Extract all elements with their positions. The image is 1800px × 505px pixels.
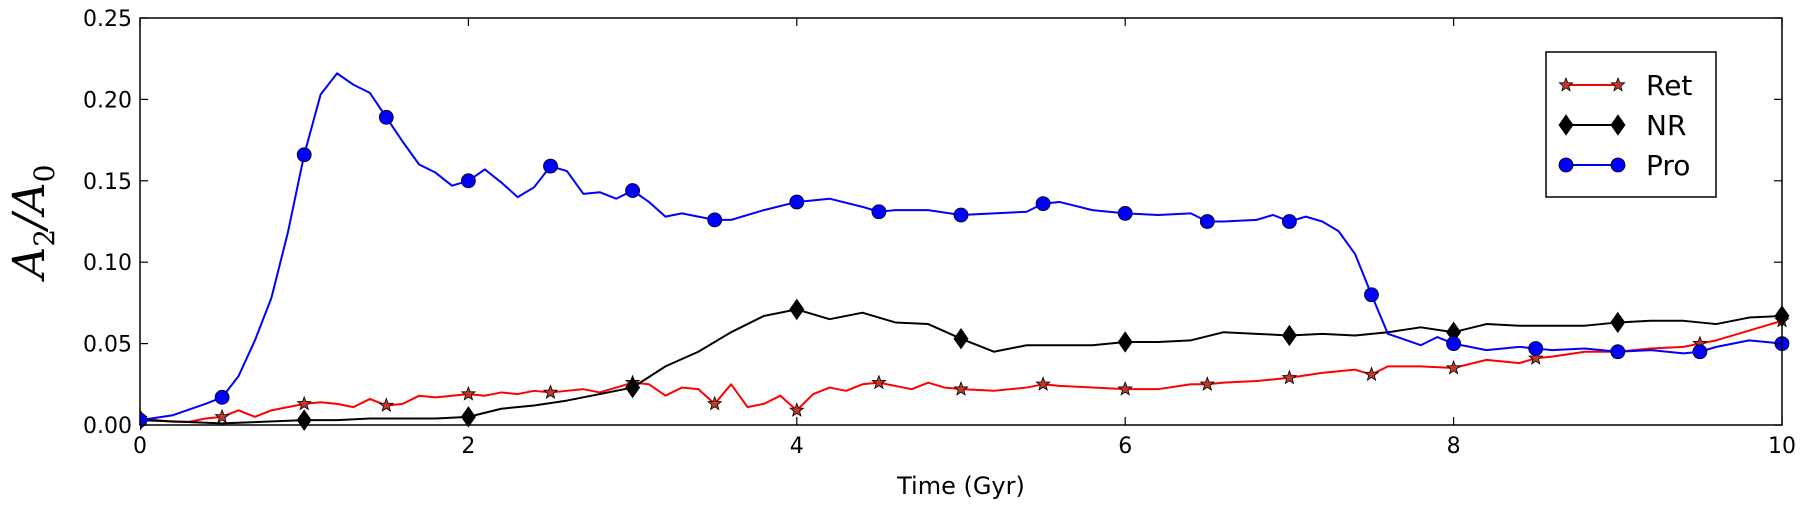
x-tick-label: 8 — [1447, 434, 1461, 459]
data-point-ret — [1445, 359, 1462, 375]
plot-frame — [139, 17, 1783, 426]
legend-marker — [1610, 114, 1626, 136]
data-point-ret — [1363, 366, 1380, 382]
y-tick-label: 0.25 — [83, 7, 132, 32]
data-point-pro — [1364, 287, 1379, 303]
data-point-ret — [1527, 350, 1544, 365]
legend: Ret NR Pro — [1545, 51, 1717, 198]
data-point-ret — [1035, 376, 1051, 391]
x-tick-label: 0 — [133, 434, 147, 459]
data-point-nr — [1610, 311, 1626, 334]
series-pro — [140, 72, 1790, 428]
legend-marker — [1558, 114, 1574, 136]
y-tick-label: 0.00 — [83, 414, 132, 439]
data-point-ret — [953, 381, 969, 396]
y-label-sub-numerator: 2 — [28, 229, 61, 247]
x-tick-label: 2 — [461, 434, 475, 459]
legend-entry-pro: Pro — [1558, 149, 1690, 182]
data-point-pro — [707, 212, 723, 228]
legend-marker — [1610, 76, 1626, 92]
y-axis-label: A2/A0 — [4, 164, 61, 282]
data-point-ret — [378, 397, 395, 413]
data-point-ret — [214, 408, 230, 424]
data-point-nr — [296, 409, 312, 431]
data-point-ret — [789, 402, 805, 417]
series-line-nr — [140, 308, 1783, 425]
data-point-pro — [1446, 336, 1461, 352]
data-point-pro — [378, 109, 394, 125]
y-label-sub-denominator: 0 — [28, 164, 61, 182]
data-point-ret — [296, 395, 312, 411]
data-point-nr — [460, 406, 476, 428]
y-label-main: A — [4, 247, 55, 283]
x-tick-label: 6 — [1118, 434, 1132, 459]
y-tick-label: 0.15 — [83, 170, 132, 195]
legend-marker — [1558, 157, 1574, 173]
series-ret — [140, 312, 1790, 426]
data-point-pro — [1035, 196, 1051, 211]
data-point-pro — [460, 173, 476, 189]
data-point-ret — [542, 384, 559, 400]
axes: 0 2 4 6 8 10 0.00 0.05 0.10 0.15 0.20 0.25 — [83, 7, 1796, 459]
data-point-pro — [1528, 341, 1544, 356]
y-label-separator: /A — [4, 182, 55, 233]
legend-label: Ret — [1646, 69, 1692, 102]
data-point-pro — [1117, 205, 1133, 221]
legend-marker — [1610, 157, 1626, 173]
series-line-pro — [140, 72, 1783, 422]
data-point-pro — [953, 207, 969, 223]
data-point-pro — [543, 158, 558, 174]
data-point-pro — [296, 147, 312, 163]
data-point-nr — [1117, 331, 1133, 353]
plot-area — [140, 72, 1790, 431]
data-point-nr — [789, 298, 805, 321]
x-tick-label: 4 — [790, 434, 804, 459]
y-tick-label: 0.10 — [83, 251, 132, 276]
data-point-ret — [706, 395, 723, 411]
legend-label: Pro — [1646, 149, 1690, 182]
data-point-pro — [1610, 344, 1626, 360]
data-point-ret — [460, 385, 477, 401]
x-axis-label: Time (Gyr) — [896, 472, 1025, 500]
series-nr — [140, 298, 1790, 431]
legend-label: NR — [1646, 109, 1686, 142]
data-point-pro — [1199, 214, 1215, 229]
legend-marker — [1558, 76, 1574, 92]
data-point-ret — [1117, 381, 1133, 396]
x-tick-label: 10 — [1768, 434, 1796, 459]
data-point-pro — [789, 194, 805, 210]
data-point-pro — [1282, 214, 1297, 229]
data-point-ret — [1281, 369, 1298, 385]
legend-entry-ret: Ret — [1558, 69, 1692, 102]
y-tick-label: 0.05 — [83, 333, 132, 358]
data-point-nr — [953, 328, 969, 350]
legend-entry-nr: NR — [1558, 109, 1686, 142]
data-point-pro — [214, 389, 230, 405]
data-point-pro — [871, 204, 887, 220]
data-point-pro — [1692, 344, 1708, 360]
data-point-ret — [1199, 376, 1216, 391]
data-point-ret — [871, 374, 887, 390]
data-point-pro — [140, 412, 148, 428]
y-tick-label: 0.20 — [83, 88, 132, 113]
data-point-nr — [1281, 324, 1297, 347]
data-point-pro — [625, 183, 640, 198]
data-point-nr — [625, 376, 641, 399]
